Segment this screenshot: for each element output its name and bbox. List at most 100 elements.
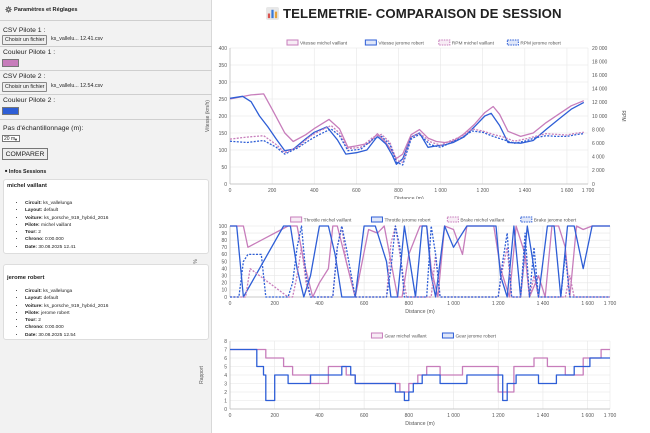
x-tick-label: 1 000: [434, 188, 447, 194]
infos-title: ■ Infos Sessions: [5, 168, 46, 175]
divider: [0, 94, 212, 95]
x-tick-label: 200: [271, 301, 280, 307]
csv2-file-button[interactable]: Choisir un fichier: [2, 82, 48, 92]
y-tick-label: 400: [219, 46, 228, 52]
x-tick-label: 800: [394, 188, 403, 194]
x-tick-label: 1 700: [604, 413, 617, 419]
sampling-select[interactable]: 20 m ▼: [2, 135, 20, 142]
y-axis-label: Vitesse (km/h): [205, 100, 211, 132]
legend-label: Vitesse jerome robert: [378, 41, 424, 47]
session-field: Pilote: michel vaillant: [25, 222, 108, 229]
page-title: TELEMETRIE- COMPARAISON DE SESSION: [283, 6, 562, 21]
legend-swatch: [438, 39, 451, 46]
y-tick-label: 0: [224, 182, 227, 188]
bullet-icon: ■: [5, 168, 8, 173]
x-tick-label: 0: [229, 301, 232, 307]
legend-label: Gear jerome robert: [455, 334, 496, 340]
divider: [0, 119, 212, 120]
y2-tick-label: 14 000: [592, 87, 608, 93]
legend-swatch: [290, 216, 303, 223]
x-tick-label: 600: [360, 413, 369, 419]
y-tick-label: 60: [221, 252, 227, 258]
x-tick-label: 1 600: [561, 188, 574, 194]
session-fields: Circuit: ks_vallelunga Layout: default V…: [7, 200, 108, 251]
y2-tick-label: 8 000: [592, 127, 605, 133]
page-header: TELEMETRIE- COMPARAISON DE SESSION: [266, 6, 562, 21]
legend-swatch: [370, 216, 383, 223]
y-tick-label: 1: [224, 398, 227, 404]
x-tick-label: 200: [271, 413, 280, 419]
y2-tick-label: 12 000: [592, 100, 608, 106]
legend-label: RPM jerome robert: [520, 41, 561, 47]
y-tick-label: 90: [221, 231, 227, 237]
csv2-label: CSV Pilote 2 :: [3, 73, 46, 80]
y-tick-label: 10: [221, 288, 227, 294]
y2-tick-label: 16 000: [592, 73, 608, 79]
color2-picker[interactable]: [2, 107, 19, 115]
session-card: michel vaillant Circuit: ks_vallelunga L…: [3, 179, 209, 254]
x-tick-label: 1 600: [581, 301, 594, 307]
series-line: [230, 225, 610, 298]
x-axis-label: Distance (m): [394, 196, 424, 199]
legend-label: Brake jerome robert: [534, 218, 577, 224]
legend-swatch: [520, 216, 533, 223]
chevron-down-icon: ▼: [14, 137, 18, 142]
y2-tick-label: 6 000: [592, 141, 605, 147]
sampling-value: 20 m: [4, 136, 16, 142]
compare-button[interactable]: COMPARER: [2, 148, 48, 160]
y-tick-label: 2: [224, 390, 227, 396]
y-tick-label: 0: [224, 295, 227, 301]
y2-tick-label: 10 000: [592, 114, 608, 120]
y-axis-label: Rapport: [199, 365, 205, 383]
csv1-file-button[interactable]: Choisir un fichier: [2, 35, 48, 45]
x-tick-label: 1 700: [604, 301, 617, 307]
legend-label: RPM michel vaillant: [452, 41, 495, 47]
divider: [0, 46, 212, 47]
x-tick-label: 1 400: [537, 301, 550, 307]
legend-label: Vitesse michel vaillant: [300, 41, 348, 47]
csv1-label: CSV Pilote 1 :: [3, 27, 46, 34]
x-tick-label: 600: [360, 301, 369, 307]
x-tick-label: 1 700: [582, 188, 595, 194]
y-tick-label: 6: [224, 356, 227, 362]
y-tick-label: 30: [221, 274, 227, 280]
x-tick-label: 800: [405, 301, 414, 307]
gear-icon: [5, 6, 12, 13]
x-tick-label: 1 000: [447, 301, 460, 307]
legend-label: Brake michel vaillant: [460, 218, 505, 224]
session-field: Voiture: ks_porsche_919_hybrid_2016: [25, 303, 108, 310]
y-tick-label: 7: [224, 347, 227, 353]
x-tick-label: 200: [268, 188, 277, 194]
legend-swatch: [506, 39, 519, 46]
legend-label: Throttle jerome robert: [384, 218, 431, 224]
y-axis-label: %: [193, 259, 199, 264]
session-card: jerome robert Circuit: ks_vallelunga Lay…: [3, 264, 209, 340]
x-tick-label: 1 200: [476, 188, 489, 194]
y-tick-label: 100: [219, 224, 228, 230]
session-fields: Circuit: ks_vallelunga Layout: default V…: [7, 288, 108, 339]
y-tick-label: 150: [219, 131, 228, 137]
color1-picker[interactable]: [2, 59, 19, 67]
legend-swatch: [370, 332, 383, 339]
legend-swatch: [446, 216, 459, 223]
x-tick-label: 1 000: [447, 413, 460, 419]
y-tick-label: 70: [221, 245, 227, 251]
session-field: Layout: default: [25, 295, 108, 302]
session-field: Chrono: 0:00.000: [25, 236, 108, 243]
color1-label: Couleur Pilote 1 :: [3, 49, 56, 56]
y-tick-label: 40: [221, 266, 227, 272]
session-field: Tour: 2: [25, 229, 108, 236]
series-line: [229, 124, 584, 163]
session-name: michel vaillant: [7, 183, 47, 189]
y2-tick-label: 2 000: [592, 168, 605, 174]
legend-swatch: [286, 39, 299, 46]
y2-tick-label: 0: [592, 182, 595, 188]
session-field: Date: 30.08.2025 12.41: [25, 244, 108, 251]
y-tick-label: 20: [221, 281, 227, 287]
x-tick-label: 800: [405, 413, 414, 419]
settings-title-text: Paramètres et Réglages: [14, 6, 78, 13]
bar-chart-icon: [266, 7, 279, 20]
csv2-file-name: ks_vallelu... 12.54.csv: [51, 83, 103, 89]
x-tick-label: 400: [315, 301, 324, 307]
